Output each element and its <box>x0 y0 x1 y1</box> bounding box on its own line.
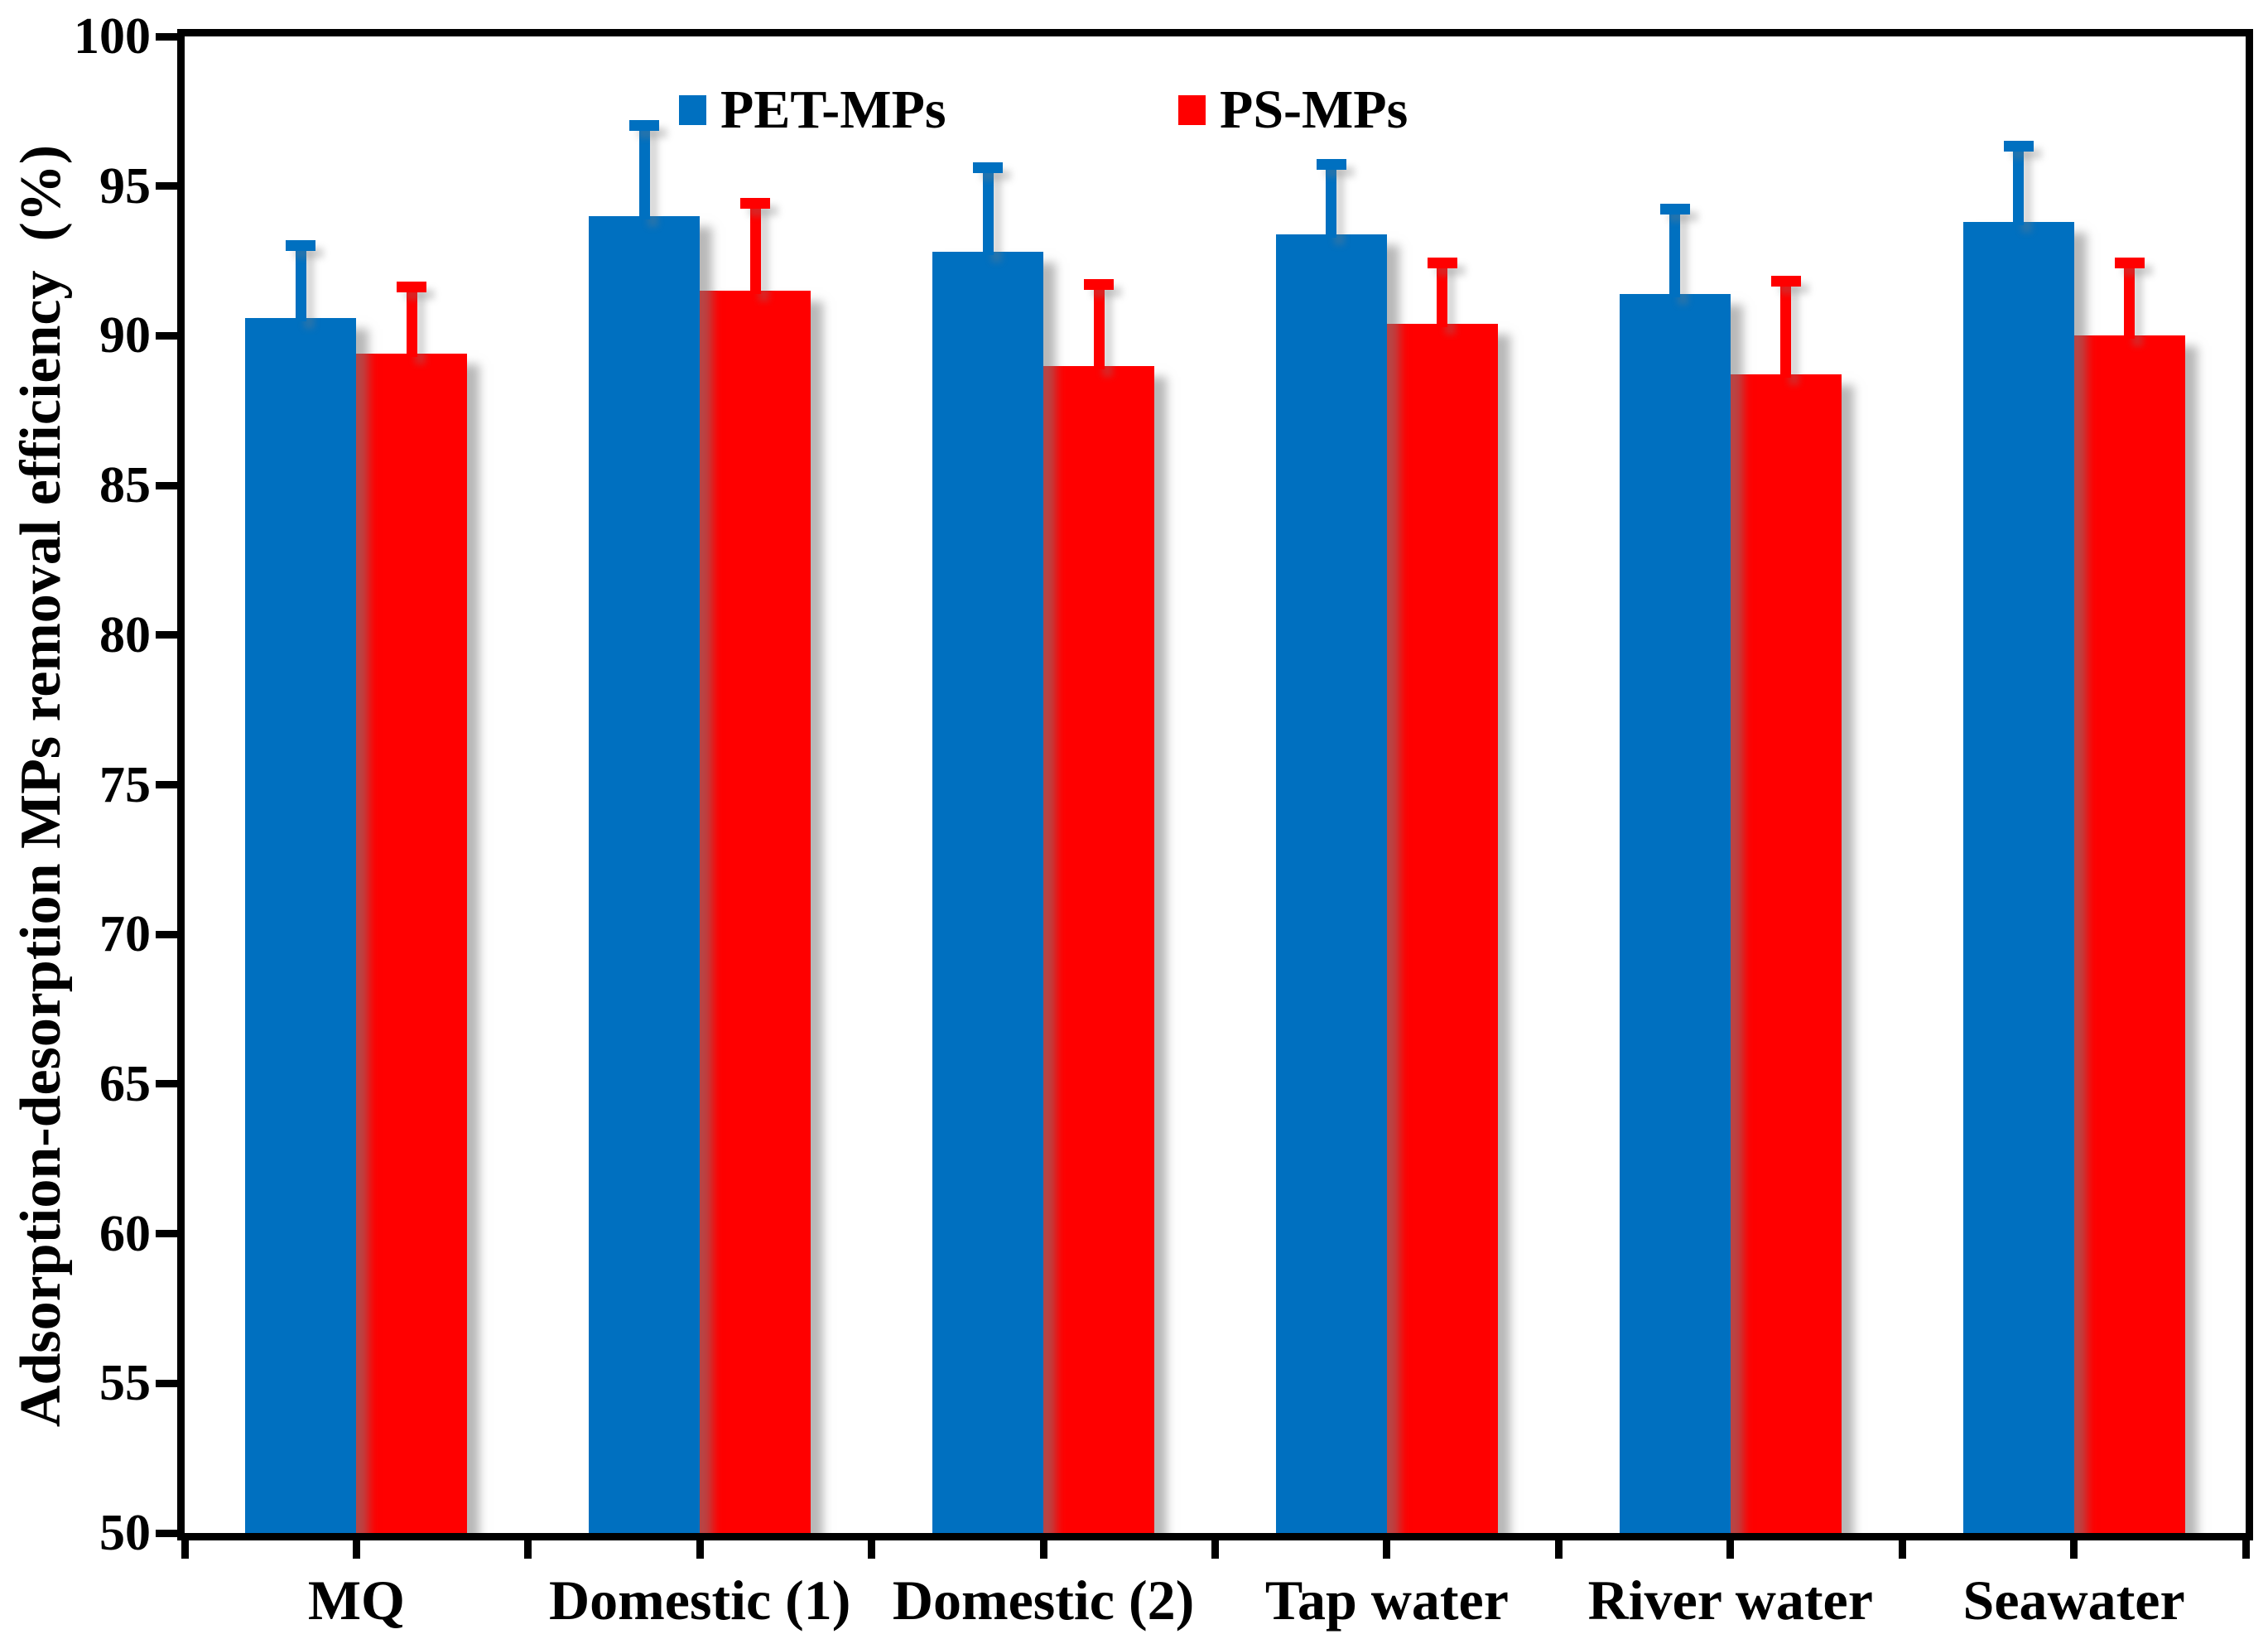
y-tick-label-95: 95 <box>99 157 151 215</box>
y-tick-65 <box>156 1080 185 1088</box>
x-tick-9 <box>1726 1535 1735 1559</box>
error-bar-pet-mps-river-water <box>1669 204 1681 297</box>
legend-label-pet-mps: PET-MPs <box>720 80 946 140</box>
error-bar-pet-mps-domestic-1 <box>638 120 650 219</box>
error-cap-ps-mps-seawater <box>2114 258 2145 269</box>
y-tick-label-60: 60 <box>99 1205 151 1262</box>
error-cap-pet-mps-mq <box>286 239 316 251</box>
y-tick-label-85: 85 <box>99 457 151 514</box>
x-tick-10 <box>1898 1535 1906 1559</box>
error-bar-ps-mps-domestic-2 <box>1093 278 1105 369</box>
x-tick-7 <box>1383 1535 1391 1559</box>
y-tick-60 <box>156 1230 185 1238</box>
bar-ps-mps-domestic-2 <box>1043 365 1155 1533</box>
y-tick-55 <box>156 1379 185 1387</box>
bar-ps-mps-river-water <box>1730 374 1842 1533</box>
y-tick-label-55: 55 <box>99 1355 151 1412</box>
x-tick-2 <box>524 1535 532 1559</box>
x-label-river-water: River water <box>1587 1569 1873 1632</box>
bar-pet-mps-domestic-1 <box>589 215 701 1533</box>
x-label-tap-water: Tap water <box>1264 1569 1509 1632</box>
legend-entry-pet-mps: PET-MPs <box>679 80 946 140</box>
error-bar-pet-mps-seawater <box>2013 141 2025 226</box>
x-label-seawater: Seawater <box>1962 1569 2185 1632</box>
y-tick-90 <box>156 331 185 340</box>
y-tick-85 <box>156 481 185 489</box>
y-tick-100 <box>156 32 185 41</box>
bar-pet-mps-seawater <box>1962 222 2074 1533</box>
error-cap-pet-mps-seawater <box>2003 141 2034 152</box>
x-tick-1 <box>352 1535 360 1559</box>
x-tick-3 <box>696 1535 704 1559</box>
legend-entry-ps-mps: PS-MPs <box>1178 80 1408 140</box>
error-cap-ps-mps-mq <box>397 282 427 293</box>
x-label-mq: MQ <box>307 1569 405 1632</box>
y-tick-70 <box>156 930 185 938</box>
x-tick-11 <box>2070 1535 2078 1559</box>
y-tick-label-75: 75 <box>99 756 151 813</box>
error-cap-ps-mps-tap-water <box>1427 258 1457 269</box>
x-tick-4 <box>868 1535 876 1559</box>
x-tick-8 <box>1554 1535 1563 1559</box>
error-cap-ps-mps-river-water <box>1770 276 1801 287</box>
y-tick-label-65: 65 <box>99 1055 151 1112</box>
error-bar-ps-mps-domestic-1 <box>749 198 761 295</box>
y-tick-80 <box>156 631 185 639</box>
bar-ps-mps-seawater <box>2073 335 2185 1533</box>
error-bar-pet-mps-tap-water <box>1326 159 1337 238</box>
y-tick-95 <box>156 182 185 190</box>
error-cap-pet-mps-river-water <box>1659 204 1690 215</box>
x-tick-0 <box>181 1535 189 1559</box>
plot-bars-layer <box>185 36 2246 1533</box>
y-tick-50 <box>156 1529 185 1537</box>
x-label-domestic-1: Domestic (1) <box>549 1569 851 1632</box>
legend-label-ps-mps: PS-MPs <box>1220 80 1408 140</box>
y-tick-label-100: 100 <box>74 8 151 65</box>
bar-pet-mps-tap-water <box>1275 234 1387 1533</box>
bar-ps-mps-mq <box>356 354 468 1533</box>
error-bar-ps-mps-seawater <box>2124 258 2136 340</box>
error-bar-ps-mps-mq <box>406 282 417 358</box>
x-tick-12 <box>2242 1535 2250 1559</box>
error-cap-pet-mps-domestic-1 <box>629 120 660 132</box>
y-tick-75 <box>156 781 185 788</box>
error-cap-pet-mps-tap-water <box>1316 159 1346 171</box>
y-tick-label-50: 50 <box>99 1505 151 1561</box>
bar-ps-mps-domestic-1 <box>700 291 811 1533</box>
legend-swatch-pet-mps <box>679 95 706 125</box>
bar-pet-mps-domestic-2 <box>932 252 1044 1533</box>
legend-swatch-ps-mps <box>1178 95 1206 125</box>
x-tick-5 <box>1039 1535 1047 1559</box>
bar-pet-mps-river-water <box>1619 293 1731 1533</box>
error-bar-ps-mps-river-water <box>1780 276 1792 378</box>
bar-pet-mps-mq <box>245 317 357 1533</box>
bar-ps-mps-tap-water <box>1386 323 1498 1533</box>
error-cap-pet-mps-domestic-2 <box>973 161 1004 173</box>
error-cap-ps-mps-domestic-1 <box>740 198 771 210</box>
error-bar-pet-mps-domestic-2 <box>982 161 994 256</box>
y-tick-label-70: 70 <box>99 906 151 963</box>
y-tick-label-80: 80 <box>99 606 151 663</box>
error-cap-ps-mps-domestic-2 <box>1084 278 1115 290</box>
error-bar-pet-mps-mq <box>295 239 306 321</box>
y-tick-label-90: 90 <box>99 307 151 364</box>
error-bar-ps-mps-tap-water <box>1437 258 1448 327</box>
x-label-domestic-2: Domestic (2) <box>892 1569 1195 1632</box>
x-tick-6 <box>1211 1535 1219 1559</box>
